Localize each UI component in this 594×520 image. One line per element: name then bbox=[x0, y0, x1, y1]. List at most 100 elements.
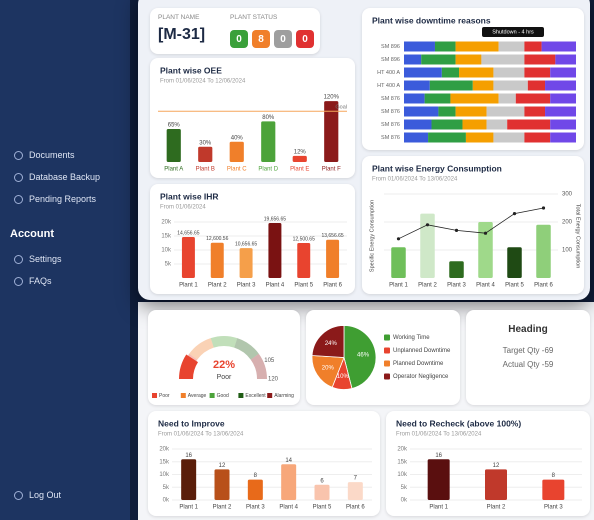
bar-segment bbox=[421, 54, 456, 65]
nav-item[interactable]: Settings bbox=[14, 254, 62, 264]
x-tick-label: Plant 3 bbox=[237, 283, 256, 289]
bar-segment bbox=[472, 80, 494, 91]
gauge-band bbox=[250, 353, 267, 380]
value-label: 40% bbox=[231, 135, 244, 141]
section-title: Account bbox=[10, 228, 54, 240]
chart-subtitle: From 01/06/2024 To 12/06/2024 bbox=[160, 79, 246, 85]
bar-segment bbox=[455, 41, 499, 52]
pie-slice bbox=[311, 325, 345, 358]
bar-segment bbox=[541, 41, 576, 52]
bar-segment bbox=[455, 54, 482, 65]
chart-card: Plant wise IHR From 01/06/2024 5k 10k 15k 20k… bbox=[150, 184, 355, 294]
value-label: 14,656.65 bbox=[177, 230, 199, 236]
bar bbox=[326, 239, 340, 278]
y2-axis-label: Total Energy Consumption bbox=[575, 204, 581, 269]
bar bbox=[166, 129, 181, 162]
bar-segment bbox=[428, 132, 466, 143]
chart: Plant wise Energy Consumption From 01/06/… bbox=[369, 163, 581, 289]
y-tick-label: SM 876 bbox=[381, 96, 400, 102]
bar bbox=[214, 469, 230, 500]
chart-subtitle: From 01/06/2024 To 13/06/2024 bbox=[372, 177, 458, 183]
line bbox=[398, 207, 544, 240]
y2-tick-label: 100 bbox=[562, 248, 573, 254]
x-tick-label: Plant 1 bbox=[179, 283, 198, 289]
legend-label: Operator Negligence bbox=[393, 374, 449, 380]
y-tick-label: HT 400 A bbox=[377, 83, 400, 89]
bar-segment bbox=[486, 106, 525, 117]
bar-segment bbox=[462, 119, 487, 130]
y-tick-label: 15k bbox=[397, 459, 408, 465]
x-tick-label: Plant 1 bbox=[429, 505, 448, 511]
value-label: 30% bbox=[199, 140, 212, 146]
nav-item[interactable]: Documents bbox=[14, 150, 75, 160]
chart-card: Need to Improve From 01/06/2024 To 13/06/… bbox=[148, 411, 380, 516]
x-tick-label: Plant 3 bbox=[544, 505, 563, 511]
bar-segment bbox=[434, 41, 456, 52]
info: Actual Qty -59 bbox=[502, 360, 554, 369]
bar bbox=[297, 242, 311, 278]
bar-segment bbox=[498, 93, 516, 104]
bar bbox=[181, 236, 195, 278]
bar bbox=[314, 484, 330, 500]
pie-slice bbox=[343, 325, 377, 389]
bar-segment bbox=[431, 119, 463, 130]
chart-card: 105 120 22% Poor Poor Average Good Excellent Ala… bbox=[148, 310, 300, 405]
nav-item[interactable]: FAQs bbox=[14, 276, 52, 286]
value-label: 14 bbox=[285, 458, 292, 464]
bar bbox=[292, 155, 307, 162]
status-count: 0 bbox=[296, 30, 314, 48]
slice-label: 24% bbox=[325, 341, 338, 347]
y-tick-label: 5k bbox=[163, 485, 170, 491]
pie-slice bbox=[311, 355, 345, 388]
value-label: 19,656.65 bbox=[264, 216, 286, 222]
legend-label: Excellent bbox=[245, 393, 266, 399]
x-tick-label: Plant A bbox=[164, 167, 183, 173]
gauge-band bbox=[210, 336, 238, 348]
legend-swatch bbox=[267, 393, 273, 398]
x-tick-label: Plant 5 bbox=[294, 283, 313, 289]
x-tick-label: Plant B bbox=[196, 167, 215, 173]
value-label: 8 bbox=[552, 473, 556, 479]
nav-item[interactable]: Database Backup bbox=[14, 172, 100, 182]
y-tick-label: 15k bbox=[159, 459, 170, 465]
value-label: 12 bbox=[493, 463, 500, 469]
info: Target Qty -69 bbox=[502, 346, 554, 355]
bar bbox=[281, 464, 297, 500]
chart: 46% Working Time 10% Unplanned Downtime 20% P… bbox=[311, 325, 451, 390]
legend-swatch bbox=[384, 334, 390, 341]
bar bbox=[198, 146, 213, 162]
y-tick-label: 10k bbox=[397, 472, 408, 478]
bar-segment bbox=[493, 67, 525, 78]
label: PLANT NAME bbox=[158, 14, 200, 21]
x-tick-label: Plant 3 bbox=[447, 283, 466, 289]
y-tick-label: SM 876 bbox=[381, 122, 400, 128]
gauge-band bbox=[189, 338, 215, 360]
bar-segment bbox=[515, 93, 551, 104]
bar-segment bbox=[441, 67, 460, 78]
nav-item[interactable]: Pending Reports bbox=[14, 194, 96, 204]
legend-swatch bbox=[209, 393, 215, 398]
x-tick-label: Plant 1 bbox=[179, 505, 198, 511]
value-label: 80% bbox=[262, 115, 275, 121]
bar bbox=[478, 222, 493, 278]
legend-label: Working Time bbox=[393, 335, 430, 341]
bar-segment bbox=[486, 119, 508, 130]
y-tick-label: 5k bbox=[401, 485, 408, 491]
value-label: 6 bbox=[320, 478, 324, 484]
chart-subtitle: From 01/06/2024 bbox=[160, 205, 206, 211]
chart-card: Plant wise downtime reasons SM 896 SM 896 H… bbox=[362, 8, 584, 150]
chart-subtitle: From 01/06/2024 To 13/06/2024 bbox=[396, 432, 482, 438]
legend-label: Planned Downtime bbox=[393, 361, 444, 367]
status-count: 0 bbox=[274, 30, 292, 48]
bar-segment bbox=[550, 132, 576, 143]
bar bbox=[181, 459, 197, 500]
y-tick-label: 0k bbox=[401, 498, 408, 504]
y-tick-label: HT 400 A bbox=[377, 70, 400, 76]
x-tick-label: Plant 4 bbox=[476, 283, 495, 289]
logout[interactable]: Log Out bbox=[14, 490, 61, 500]
chart-title: Need to Improve bbox=[158, 418, 225, 428]
chart-title: Plant wise downtime reasons bbox=[372, 15, 491, 25]
chart: Plant wise IHR From 01/06/2024 5k 10k 15k 20k… bbox=[160, 191, 347, 289]
legend-swatch bbox=[180, 393, 186, 398]
